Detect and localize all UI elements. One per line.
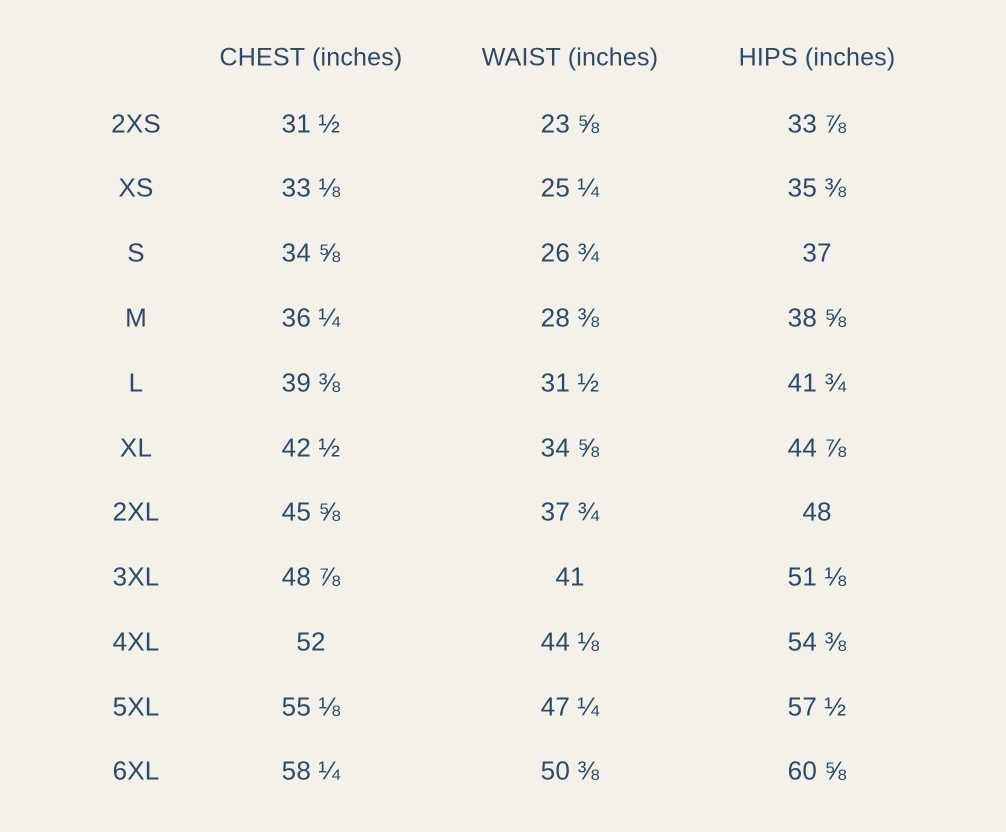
size-label: 6XL	[112, 755, 160, 786]
hips-value: 60 ⅝	[787, 755, 847, 786]
waist-value: 50 ⅜	[540, 755, 600, 786]
column-header-waist: WAIST (inches)	[481, 43, 659, 72]
hips-value: 51 ⅛	[787, 561, 847, 592]
waist-value: 44 ⅛	[540, 626, 600, 657]
size-label: S	[127, 237, 145, 268]
hips-value: 48	[802, 496, 832, 527]
hips-value: 37	[802, 237, 832, 268]
size-label: 5XL	[112, 691, 160, 722]
chest-value: 34 ⅝	[281, 237, 341, 268]
size-label: M	[125, 302, 147, 333]
hips-value: 38 ⅝	[787, 302, 847, 333]
waist-value: 41	[555, 561, 585, 592]
size-label: XS	[118, 172, 154, 203]
size-label: 2XS	[111, 108, 161, 139]
chest-value: 42 ½	[281, 432, 341, 463]
size-label: 4XL	[112, 626, 160, 657]
waist-value: 37 ¾	[540, 496, 600, 527]
waist-value: 34 ⅝	[540, 432, 600, 463]
chest-value: 48 ⅞	[281, 561, 341, 592]
chest-value: 36 ¼	[281, 302, 341, 333]
hips-value: 33 ⅞	[787, 108, 847, 139]
size-label: XL	[119, 432, 153, 463]
waist-value: 31 ½	[540, 367, 600, 398]
waist-value: 47 ¼	[540, 691, 600, 722]
chest-value: 45 ⅝	[281, 496, 341, 527]
chest-value: 33 ⅛	[281, 172, 341, 203]
hips-value: 44 ⅞	[787, 432, 847, 463]
chest-value: 55 ⅛	[281, 691, 341, 722]
chest-value: 52	[296, 626, 326, 657]
waist-value: 28 ⅜	[540, 302, 600, 333]
waist-value: 25 ¼	[540, 172, 600, 203]
chest-value: 58 ¼	[281, 755, 341, 786]
hips-value: 57 ½	[787, 691, 847, 722]
hips-value: 41 ¾	[787, 367, 847, 398]
size-label: 3XL	[112, 561, 160, 592]
column-header-hips: HIPS (inches)	[738, 43, 896, 72]
chest-value: 31 ½	[281, 108, 341, 139]
hips-value: 54 ⅜	[787, 626, 847, 657]
hips-value: 35 ⅜	[787, 172, 847, 203]
waist-value: 26 ¾	[540, 237, 600, 268]
waist-value: 23 ⅝	[540, 108, 600, 139]
column-header-chest: CHEST (inches)	[219, 43, 403, 72]
chest-value: 39 ⅜	[281, 367, 341, 398]
size-label: L	[128, 367, 144, 398]
size-label: 2XL	[112, 496, 160, 527]
